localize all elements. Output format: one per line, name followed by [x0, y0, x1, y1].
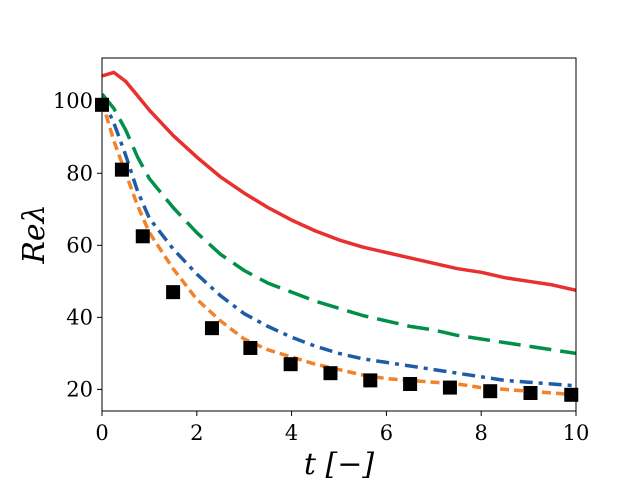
x-tick-label: 2 — [190, 421, 203, 445]
data-point-marker — [564, 387, 579, 402]
data-point-marker — [135, 229, 150, 244]
x-axis-label: t [−] — [304, 447, 374, 480]
data-point-marker — [483, 384, 498, 399]
data-point-marker — [442, 380, 457, 395]
series-line-2 — [102, 92, 576, 356]
data-point-marker — [283, 357, 298, 372]
y-tick-label: 20 — [66, 377, 93, 401]
series-layer — [95, 70, 579, 402]
data-point-marker — [403, 376, 418, 391]
data-point-marker — [363, 373, 378, 388]
series-line-1 — [102, 70, 576, 293]
reference-markers — [95, 97, 579, 402]
data-point-marker — [204, 321, 219, 336]
y-tick-label: 80 — [66, 161, 93, 185]
x-tick-label: 8 — [475, 421, 488, 445]
data-point-marker — [243, 340, 258, 355]
x-tick-label: 0 — [95, 421, 108, 445]
y-tick-label: 60 — [66, 233, 93, 257]
data-point-marker — [323, 366, 338, 381]
y-tick-label: 40 — [66, 305, 93, 329]
x-tick-label: 6 — [380, 421, 393, 445]
data-point-marker — [114, 162, 129, 177]
x-tick-label: 10 — [563, 421, 590, 445]
y-tick-label: 100 — [53, 89, 93, 113]
y-axis-label: Reλ — [17, 204, 52, 264]
series-line-3 — [102, 96, 576, 388]
data-point-marker — [523, 385, 538, 400]
data-point-marker — [166, 285, 181, 300]
x-tick-label: 4 — [285, 421, 298, 445]
plot-frame — [101, 57, 577, 412]
ticks-layer: 0 2 4 6 8 10 20 40 60 80 100 — [53, 89, 589, 445]
